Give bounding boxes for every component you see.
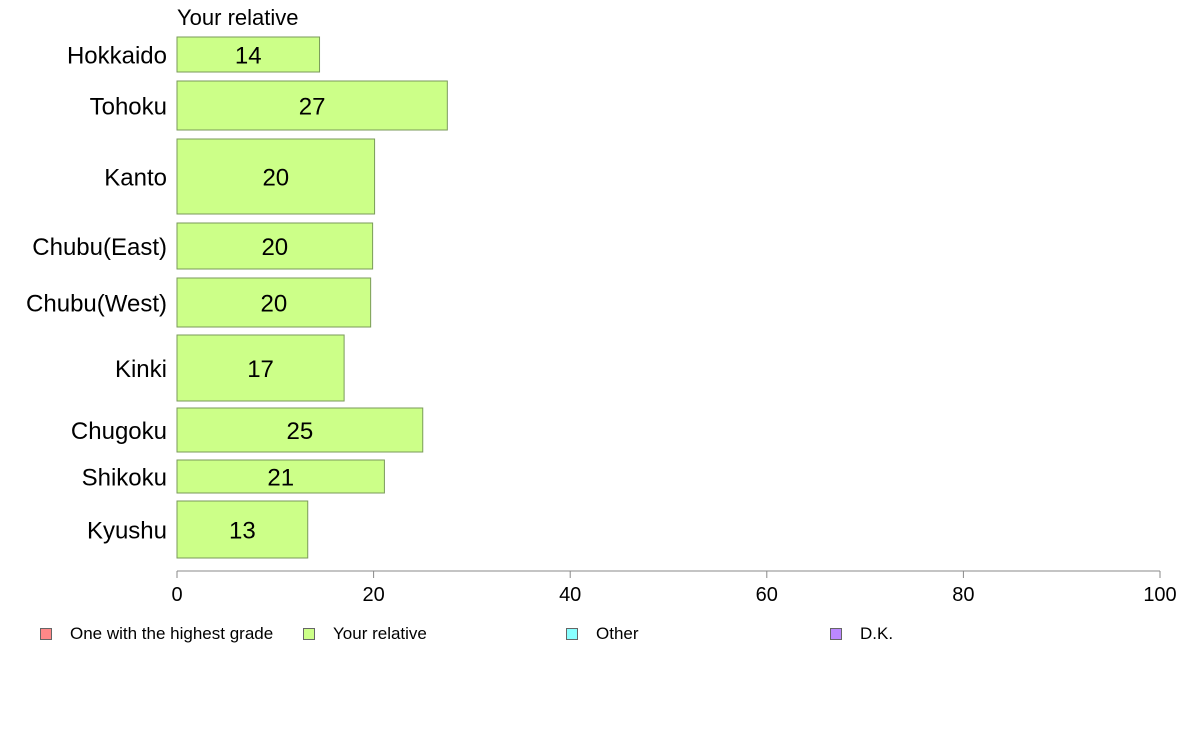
bar-label-chugoku: 25	[287, 418, 314, 445]
bar-label-chubu-west: 20	[260, 291, 287, 318]
bar-kinki	[176, 334, 345, 402]
bar-label-shikoku: 21	[267, 465, 294, 492]
bar-kyushu	[176, 500, 309, 559]
legend-item-dk: D.K.	[830, 620, 893, 648]
category-label-kanto: Kanto	[104, 165, 167, 192]
x-tick-label-0: 0	[171, 584, 182, 606]
category-label-hokkaido: Hokkaido	[67, 43, 167, 70]
bar-label-chubu-east: 20	[261, 234, 288, 261]
category-label-kyushu: Kyushu	[87, 518, 167, 545]
legend-swatch-highest-grade	[40, 628, 52, 640]
x-tick-label-100: 100	[1143, 584, 1176, 606]
bar-label-kinki: 17	[247, 356, 274, 383]
legend-label-dk: D.K.	[860, 624, 894, 643]
legend-swatch-dk	[830, 628, 842, 640]
bar-chubu-east	[176, 222, 374, 270]
bar-label-kanto: 20	[262, 165, 289, 192]
bar-shikoku	[176, 459, 385, 494]
x-tick-label-20: 20	[362, 584, 384, 606]
legend-item-other: Other	[566, 620, 639, 648]
x-tick-label-60: 60	[756, 584, 778, 606]
bar-chubu-west	[176, 277, 372, 328]
chart-title: Your relative	[177, 5, 299, 30]
legend-swatch-other	[566, 628, 578, 640]
category-label-chubu-east: Chubu(East)	[32, 234, 167, 261]
category-label-shikoku: Shikoku	[82, 465, 167, 492]
legend-label-your-relative: Your relative	[333, 624, 427, 643]
x-tick-label-40: 40	[559, 584, 581, 606]
bar-tohoku	[176, 80, 448, 131]
legend-label-highest-grade: One with the highest grade	[70, 624, 274, 643]
chart-legend: One with the highest grade Your relative…	[0, 620, 1188, 650]
category-label-tohoku: Tohoku	[90, 94, 167, 121]
bar-chugoku	[176, 407, 424, 453]
bar-label-tohoku: 27	[299, 94, 326, 121]
legend-swatch-your-relative	[303, 628, 315, 640]
bar-label-hokkaido: 14	[235, 43, 262, 70]
category-label-kinki: Kinki	[115, 356, 167, 383]
legend-item-your-relative: Your relative	[303, 620, 427, 648]
category-label-chubu-west: Chubu(West)	[26, 291, 167, 318]
legend-label-other: Other	[596, 624, 639, 643]
x-tick-label-80: 80	[952, 584, 974, 606]
category-label-chugoku: Chugoku	[71, 418, 167, 445]
bar-label-kyushu: 13	[229, 518, 256, 545]
bar-kanto	[176, 138, 376, 215]
bar-hokkaido	[176, 36, 321, 73]
legend-item-highest-grade: One with the highest grade	[40, 620, 273, 648]
